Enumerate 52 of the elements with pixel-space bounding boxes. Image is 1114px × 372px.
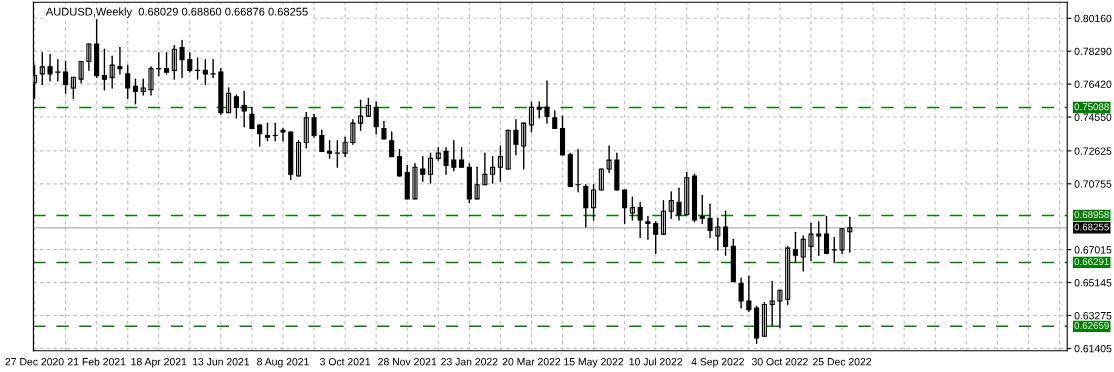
y-tick-label: 0.76420 bbox=[1074, 80, 1112, 88]
candlestick bbox=[163, 52, 170, 75]
ref-line-label: 0.68958 bbox=[1074, 211, 1109, 219]
candlestick bbox=[699, 194, 705, 225]
x-tick-label: 18 Apr 2021 bbox=[131, 358, 187, 368]
ref-line-label: 0.68255 bbox=[1074, 223, 1109, 231]
x-tick-label: 27 Dec 2020 bbox=[5, 358, 64, 366]
y-tick-label: 0.74550 bbox=[1074, 113, 1112, 121]
y-tick-label: 0.61405 bbox=[1074, 344, 1112, 353]
y-tick-label: 0.80160 bbox=[1074, 14, 1112, 23]
candlestick bbox=[598, 168, 604, 191]
candlestick bbox=[202, 59, 208, 86]
candlestick bbox=[629, 196, 635, 221]
x-tick-label: 30 Oct 2022 bbox=[751, 358, 808, 366]
x-tick-label: 13 Jun 2021 bbox=[193, 358, 250, 366]
x-tick-label: 8 Aug 2021 bbox=[257, 358, 309, 368]
candlestick bbox=[55, 59, 61, 82]
candlestick bbox=[39, 52, 45, 86]
y-tick-label: 0.72625 bbox=[1074, 147, 1112, 155]
x-tick-label: 25 Dec 2022 bbox=[813, 358, 872, 366]
ref-line-label: 0.66291 bbox=[1074, 258, 1109, 266]
candlestick bbox=[210, 59, 216, 79]
y-tick-label: 0.70755 bbox=[1074, 180, 1112, 188]
x-tick-label: 20 Mar 2022 bbox=[502, 358, 561, 366]
y-tick-label: 0.67015 bbox=[1074, 246, 1112, 254]
candlestick bbox=[117, 46, 123, 75]
candlestick bbox=[101, 48, 107, 91]
candlestick bbox=[816, 221, 822, 256]
x-tick-label: 21 Feb 2021 bbox=[67, 357, 126, 366]
x-tick-label: 23 Jan 2022 bbox=[441, 358, 498, 366]
ref-line-label: 0.62659 bbox=[1074, 322, 1109, 329]
candlestick bbox=[831, 236, 837, 263]
candlestick bbox=[47, 53, 53, 82]
y-tick-label: 0.63275 bbox=[1074, 312, 1112, 320]
y-tick-label: 0.78290 bbox=[1074, 47, 1112, 56]
candlestick bbox=[792, 231, 799, 263]
candlestick bbox=[420, 155, 426, 182]
x-tick-label: 28 Nov 2021 bbox=[378, 358, 437, 366]
candlestick bbox=[606, 145, 612, 174]
candlestick bbox=[505, 129, 511, 170]
candlestick bbox=[645, 215, 651, 241]
y-tick-label: 0.65145 bbox=[1074, 279, 1112, 287]
candlestick bbox=[358, 99, 364, 131]
x-tick-label: 3 Oct 2021 bbox=[320, 358, 371, 366]
chart-title: AUDUSD,Weekly 0.68029 0.68860 0.66876 0.68255 bbox=[45, 7, 308, 18]
x-tick-label: 4 Sep 2022 bbox=[691, 358, 744, 368]
ref-line-label: 0.75088 bbox=[1074, 103, 1109, 111]
candlestick bbox=[334, 140, 340, 168]
candlestick bbox=[280, 127, 286, 142]
candlestick bbox=[459, 147, 465, 168]
x-tick-label: 15 May 2022 bbox=[564, 358, 624, 368]
x-tick-label: 10 Jul 2022 bbox=[629, 357, 683, 366]
